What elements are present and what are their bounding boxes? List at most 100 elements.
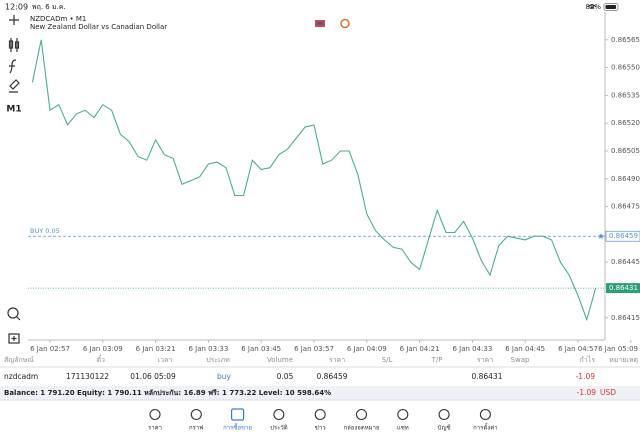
table-cell: -1.09 xyxy=(576,372,596,381)
order-label: BUY 0.05 xyxy=(30,227,60,235)
clock: 12:09 xyxy=(5,3,28,12)
x-tick-label: 6 Jan 04:33 xyxy=(452,345,492,353)
nav-label: กราฟ xyxy=(189,425,203,432)
nav-item[interactable]: การซื้อขาย xyxy=(223,408,252,432)
y-tick-label: 0.86475 xyxy=(611,203,640,211)
battery-level: 89% xyxy=(585,3,601,11)
x-tick-label: 6 Jan 04:21 xyxy=(400,345,440,353)
table-cell: 0.86431 xyxy=(471,372,502,381)
nav-item[interactable]: บัญชี xyxy=(438,408,451,432)
timeframe-button[interactable]: M1 xyxy=(6,105,21,115)
nav-icon xyxy=(355,408,368,421)
table-cell: buy xyxy=(217,372,232,381)
wifi-icon xyxy=(587,4,597,9)
table-cell[interactable]: nzdcadm xyxy=(4,372,38,381)
column-header: Volume xyxy=(267,356,293,364)
order-price-tag xyxy=(605,230,640,242)
x-tick-label: 6 Jan 05:09 xyxy=(598,345,638,353)
nav-label: แชท xyxy=(397,425,409,432)
nav-item[interactable]: แชท xyxy=(397,408,409,432)
add-tool[interactable] xyxy=(8,333,20,344)
x-tick-label: 6 Jan 03:21 xyxy=(136,345,176,353)
table-cell: 171130122 xyxy=(66,372,109,381)
x-tick-label: 6 Jan 03:33 xyxy=(188,345,228,353)
left-toolbar: M1 xyxy=(6,15,22,344)
nav-item[interactable]: กล่องจดหมาย xyxy=(343,408,380,432)
summary-bar xyxy=(0,386,640,400)
nav-label: การตั้งค่า xyxy=(473,422,497,432)
y-tick-label: 0.86565 xyxy=(611,36,640,44)
column-header: T/P xyxy=(431,356,443,364)
nav-icon xyxy=(231,408,245,421)
order-star xyxy=(598,233,604,239)
flag-icon-inner xyxy=(317,22,323,25)
nav-item[interactable]: ข่าว xyxy=(314,408,326,432)
column-header: ตั๋ว xyxy=(97,355,106,364)
total-profit: -1.09 xyxy=(577,388,597,397)
column-header: สัญลักษณ์ xyxy=(4,356,34,364)
table-cell: 01.06 05:09 xyxy=(130,372,176,381)
column-header: S/L xyxy=(382,356,393,364)
nav-icon xyxy=(273,408,285,421)
x-tick-label: 6 Jan 04:09 xyxy=(347,345,387,353)
nav-label: กล่องจดหมาย xyxy=(343,425,379,432)
y-tick-label: 0.86550 xyxy=(611,64,640,72)
nav-label: การซื้อขาย xyxy=(223,422,252,432)
symbol: NZDCADm • M1 xyxy=(30,15,86,23)
nav-label: ประวัติ xyxy=(270,425,288,432)
nav-label: ราคา xyxy=(148,425,162,432)
battery-fill xyxy=(605,5,616,9)
y-tick-label: 0.86445 xyxy=(611,258,640,266)
column-header: ราคา xyxy=(477,356,493,364)
nav-icon xyxy=(314,408,326,421)
crosshair-tool[interactable] xyxy=(9,15,19,25)
y-tick-label: 0.86505 xyxy=(611,147,640,155)
x-tick-label: 6 Jan 04:45 xyxy=(505,345,545,353)
date: พฤ. 6 ม.ค. xyxy=(32,3,66,11)
price-line xyxy=(31,39,597,322)
account-summary: Balance: 1 791.20 Equity: 1 790.11 หลักป… xyxy=(4,389,331,397)
zoom-tool[interactable] xyxy=(7,307,19,319)
table-cell: 0.05 xyxy=(277,372,294,381)
column-header: Swap xyxy=(511,356,530,364)
nav-item[interactable]: การตั้งค่า xyxy=(473,408,498,432)
nav-item[interactable]: ประวัติ xyxy=(270,408,288,432)
nav-item[interactable]: ราคา xyxy=(148,408,162,432)
nav-icon xyxy=(397,408,409,421)
y-tick-label: 0.86415 xyxy=(611,314,640,322)
nav-item[interactable]: กราฟ xyxy=(189,408,204,432)
x-tick-label: 6 Jan 03:09 xyxy=(83,345,123,353)
symbol-description: New Zealand Dollar vs Canadian Dollar xyxy=(30,23,167,31)
column-header: ราคา xyxy=(329,356,345,364)
chart-type-tool[interactable] xyxy=(8,38,20,52)
nav-icon xyxy=(479,408,491,421)
indicator-tool[interactable] xyxy=(9,59,17,74)
order-price-label: 0.86459 xyxy=(609,232,638,240)
bid-price-tag xyxy=(606,283,640,294)
currency-icon[interactable] xyxy=(340,18,350,29)
nav-icon xyxy=(190,408,202,421)
currency: USD xyxy=(600,388,616,397)
zoom-tool-handle xyxy=(16,316,21,321)
add-tool-plus xyxy=(11,336,17,341)
column-header: ประเภท xyxy=(206,356,230,364)
x-tick-label: 6 Jan 04:57 xyxy=(558,345,598,353)
battery-icon xyxy=(603,3,619,11)
column-header: เวลา xyxy=(158,356,173,364)
x-tick-label: 6 Jan 03:45 xyxy=(241,345,281,353)
column-header: หมายเหตุ xyxy=(609,356,638,364)
x-tick-label: 6 Jan 03:57 xyxy=(294,345,334,353)
y-tick-label: 0.86535 xyxy=(611,91,640,99)
objects-tool[interactable] xyxy=(9,79,20,93)
nav-label: บัญชี xyxy=(438,424,451,432)
nav-icon xyxy=(438,408,450,421)
nav-label: ข่าว xyxy=(315,425,326,432)
column-header: กำไร xyxy=(580,355,596,364)
nav-icon xyxy=(149,408,161,421)
table-cell: 0.86459 xyxy=(316,372,347,381)
y-tick-label: 0.86520 xyxy=(611,119,640,127)
bid-price-label: 0.86431 xyxy=(609,284,638,292)
x-tick-label: 6 Jan 02:57 xyxy=(30,345,70,353)
